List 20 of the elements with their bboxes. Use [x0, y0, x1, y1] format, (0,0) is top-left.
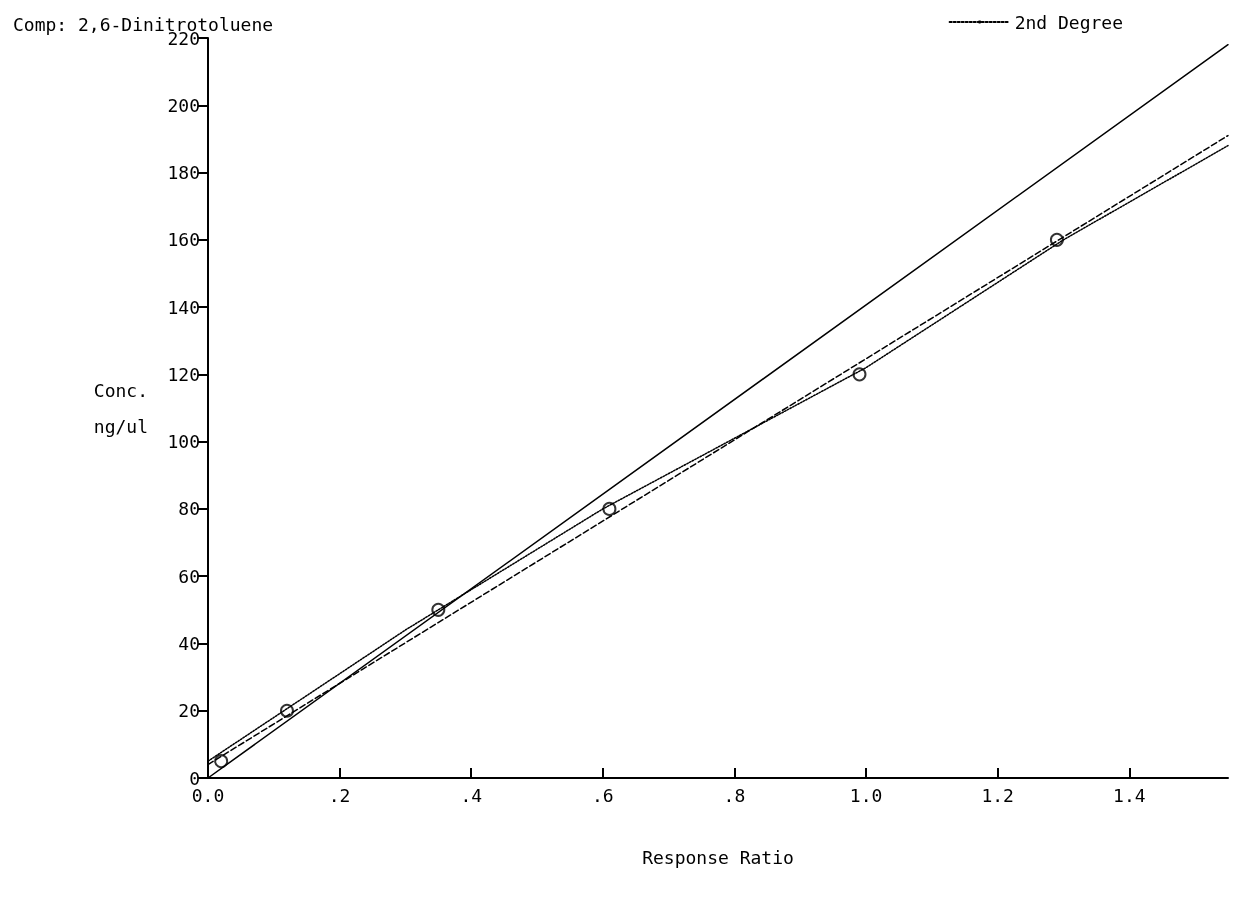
y-tick-label: 20: [178, 700, 200, 722]
legend-label: 2nd Degree: [1014, 11, 1124, 33]
x-tick-label: 1.2: [981, 784, 1014, 806]
x-tick-label: .8: [723, 784, 746, 806]
x-tick-label: .2: [328, 784, 351, 806]
y-tick-label: 140: [167, 296, 200, 318]
x-tick-label: 1.4: [1113, 784, 1146, 806]
y-tick-label: 60: [178, 565, 200, 587]
y-tick-label: 80: [178, 498, 200, 520]
x-tick-label: .6: [591, 784, 614, 806]
y-tick-label: 180: [167, 162, 200, 184]
x-tick-label: .4: [460, 784, 483, 806]
y-tick-label: 120: [167, 363, 200, 385]
y-tick-label: 100: [167, 431, 200, 453]
y-tick-label: 160: [167, 229, 200, 251]
y-axis-title: Conc. ng/ul: [93, 379, 148, 437]
y-tick-label: 200: [167, 94, 200, 116]
x-axis-title: Response Ratio: [642, 846, 794, 868]
y-tick-label: 40: [178, 632, 200, 654]
x-tick-label: 1.0: [849, 784, 883, 806]
